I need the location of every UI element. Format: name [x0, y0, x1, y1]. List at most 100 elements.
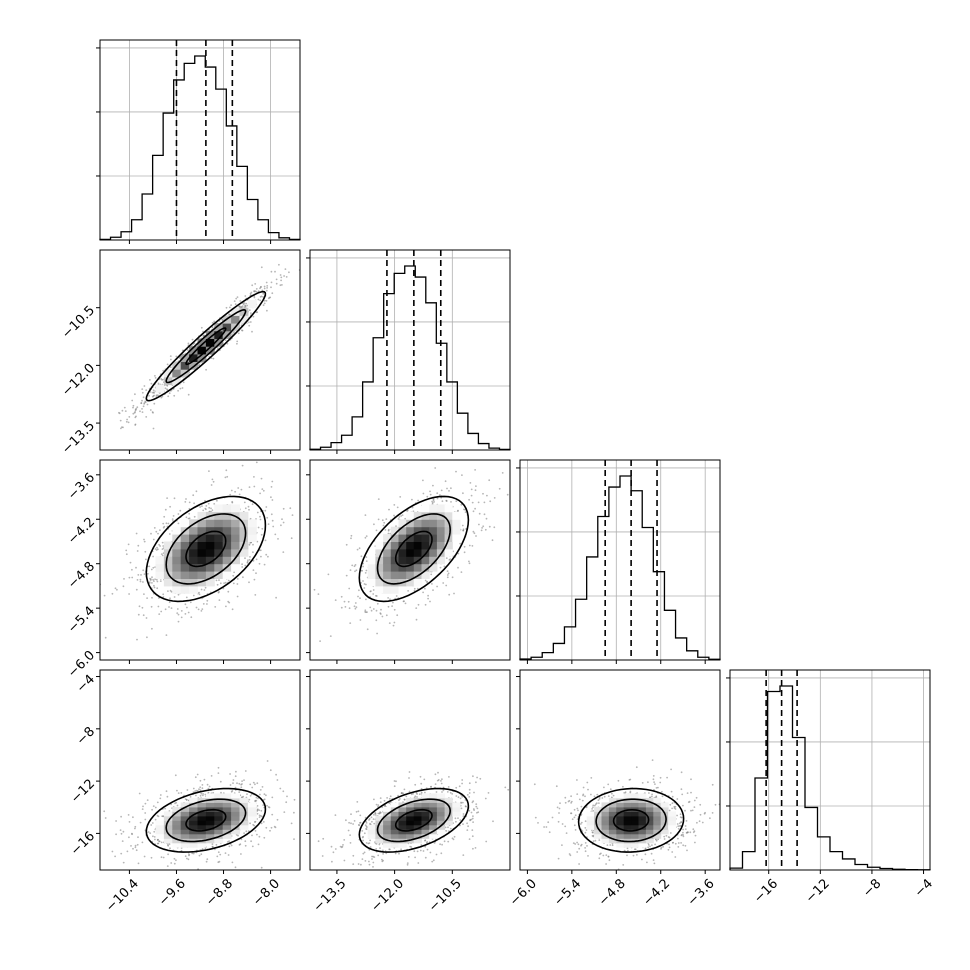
density-cell [247, 519, 257, 528]
density-cell [413, 541, 422, 550]
scatter-point [241, 566, 244, 568]
scatter-point [440, 782, 443, 785]
scatter-point [260, 822, 263, 825]
density-cell [155, 384, 165, 393]
density-cell [390, 811, 399, 817]
scatter-point [262, 804, 265, 806]
scatter-point [462, 815, 465, 818]
scatter-point [134, 846, 137, 849]
scatter-point [182, 381, 185, 384]
scatter-point [385, 852, 388, 855]
scatter-point [92, 856, 94, 858]
scatter-point [192, 594, 195, 597]
scatter-point [149, 379, 151, 381]
scatter-point [439, 494, 441, 496]
scatter-point [200, 610, 203, 612]
scatter-point [253, 578, 256, 581]
scatter-point [272, 525, 275, 528]
scatter-point [199, 506, 202, 508]
density-cell [197, 534, 207, 542]
scatter-point [104, 817, 107, 819]
density-cell [205, 338, 215, 347]
scatter-point [266, 760, 269, 762]
scatter-point [446, 570, 449, 572]
scatter-point [382, 849, 384, 852]
density-cell [163, 541, 173, 550]
scatter-point [355, 810, 358, 813]
scatter-point [131, 568, 133, 571]
density-cell [205, 526, 215, 535]
scatter-point [189, 601, 192, 604]
scatter-point [153, 392, 155, 394]
scatter-point [142, 405, 145, 408]
density-cell [222, 541, 232, 550]
scatter-point [461, 782, 463, 785]
scatter-point [163, 515, 166, 518]
scatter-point [152, 427, 155, 430]
scatter-point [149, 409, 152, 411]
scatter-point [145, 617, 148, 619]
scatter-point [283, 811, 286, 813]
scatter-point [411, 498, 413, 501]
scatter-point [227, 590, 230, 593]
scatter-point [135, 566, 137, 569]
scatter-point [211, 322, 214, 324]
scatter-point [352, 863, 355, 865]
panel-frame [99, 669, 301, 871]
density-cell [172, 526, 182, 535]
density-cell [413, 563, 422, 572]
density-cell [390, 534, 399, 542]
density-cell [163, 376, 173, 386]
scatter-point [342, 844, 344, 846]
scatter-point [479, 777, 482, 780]
scatter-point [263, 302, 266, 305]
density-cell [172, 563, 182, 572]
scatter-point [259, 793, 261, 796]
density-cell [231, 793, 240, 799]
scatter-point [252, 569, 255, 571]
scatter-point [141, 391, 144, 394]
scatter-point [255, 799, 258, 802]
hist-panel-0 [96, 39, 301, 244]
density-cell [197, 578, 207, 587]
scatter-point [417, 603, 420, 606]
density-cell [197, 353, 207, 362]
scatter-point [206, 858, 209, 861]
density-cell [180, 842, 190, 848]
scatter-point [162, 873, 164, 875]
density-cell [222, 504, 232, 513]
scatter-point [254, 783, 256, 786]
scatter-point [461, 795, 464, 798]
density-cell [239, 820, 249, 826]
scatter-point [198, 854, 201, 857]
density-cell [375, 585, 384, 594]
scatter-point [137, 836, 139, 839]
scatter-point [465, 805, 467, 808]
scatter-point [204, 507, 207, 510]
scatter-point [132, 847, 134, 850]
panel-frame [729, 669, 931, 871]
density-cell [390, 820, 399, 826]
scatter-point [378, 843, 381, 846]
scatter-point [165, 522, 168, 525]
scatter-point [408, 771, 411, 773]
density-cell [155, 563, 165, 572]
scatter-point [468, 788, 471, 791]
scatter-point [317, 840, 320, 843]
scatter-point [374, 871, 376, 873]
scatter-point [128, 821, 131, 823]
panel-frame [519, 459, 721, 661]
density-cell [239, 548, 249, 557]
scatter-point [212, 791, 215, 794]
panel-frame [99, 249, 301, 451]
scatter-point [153, 402, 156, 405]
scatter-point [245, 830, 248, 833]
scatter-point [147, 572, 149, 575]
scatter-point [202, 603, 205, 605]
scatter-point [473, 791, 475, 794]
scatter-point [139, 821, 142, 824]
scatter-point [271, 292, 274, 295]
scatter-point [144, 802, 147, 805]
scatter-point [451, 793, 454, 795]
scatter-point [218, 579, 220, 581]
